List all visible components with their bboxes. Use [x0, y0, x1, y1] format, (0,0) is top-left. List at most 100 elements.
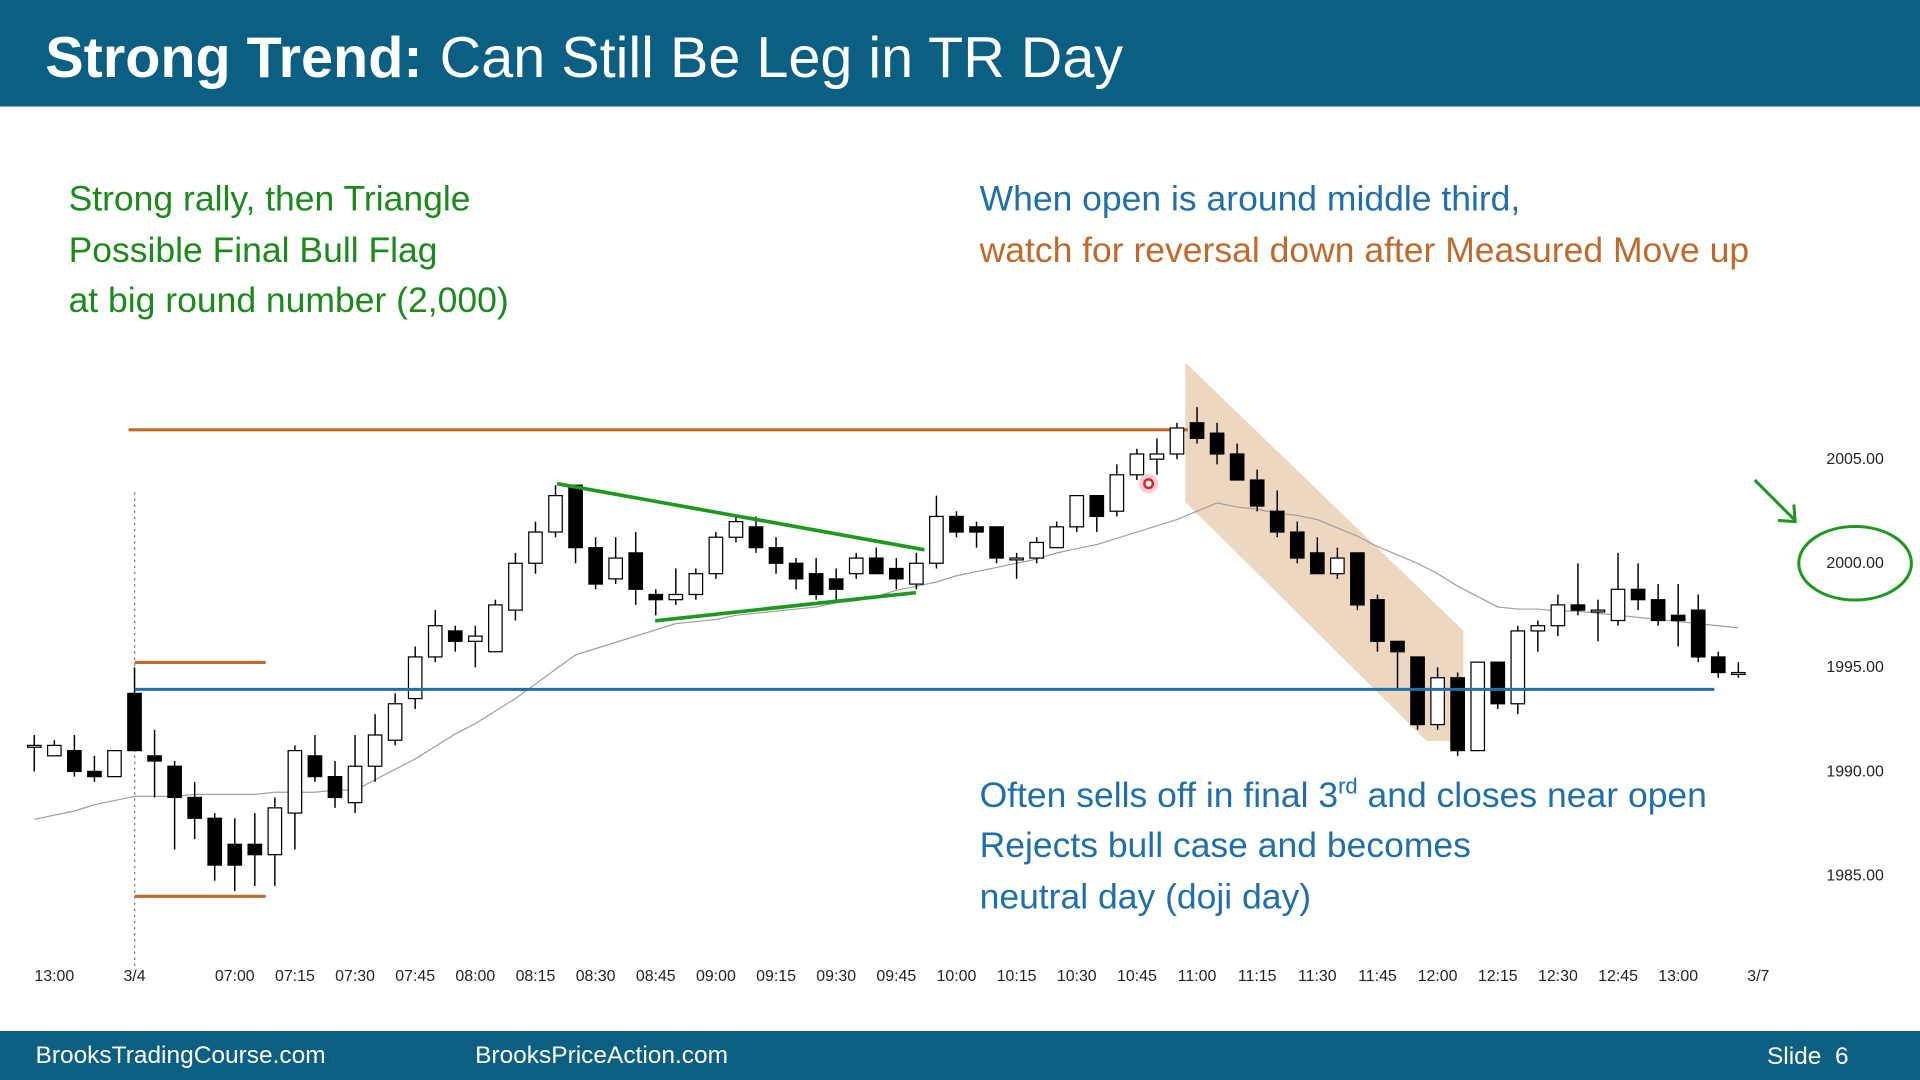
candle-up: [929, 515, 944, 564]
candle-down: [989, 526, 1004, 559]
candle-up: [427, 625, 443, 658]
candle-down: [327, 776, 343, 799]
triangle-bottom: [654, 590, 917, 623]
candle-up: [848, 557, 864, 575]
candle-down: [67, 750, 82, 773]
x-tick-label: 11:30: [1298, 968, 1337, 985]
candle-down: [1710, 656, 1726, 674]
y-tick-label: 1985.00: [1826, 867, 1884, 884]
candle-down: [307, 755, 323, 778]
y-tick-label: 2000.00: [1826, 555, 1884, 572]
x-tick-label: 08:00: [455, 968, 495, 985]
x-tick-label: 08:30: [576, 968, 616, 985]
candle-down: [187, 796, 203, 819]
candle-up: [1730, 671, 1746, 675]
candle-up: [467, 635, 483, 642]
candle-up: [287, 750, 303, 814]
triangle-top: [556, 481, 925, 552]
candle-down: [628, 552, 644, 590]
arrow-head: [1777, 504, 1797, 524]
candle-down: [1249, 479, 1265, 507]
x-tick-label: 10:30: [1057, 968, 1097, 985]
candle-up: [728, 521, 744, 538]
candle-down: [127, 692, 142, 752]
superscript: rd: [1338, 773, 1358, 798]
candle-down: [207, 817, 223, 866]
x-tick-label: 3/7: [1747, 968, 1769, 985]
candle-up: [46, 744, 62, 757]
candle-up: [1610, 588, 1626, 622]
candle-up: [1169, 427, 1185, 455]
candle-up: [608, 557, 624, 580]
candle-up: [668, 593, 684, 601]
annotation-bottom: Often sells off in final 3rd and closes n…: [980, 773, 1707, 814]
candle-down: [87, 770, 102, 778]
footer-center: BrooksPriceAction.com: [475, 1042, 728, 1069]
highlight-circle: [1797, 525, 1913, 602]
annotation-left: Possible Final Bull Flag: [69, 230, 438, 270]
candle-down: [1490, 661, 1506, 705]
candle-up: [1109, 474, 1125, 512]
x-tick-label: 11:00: [1178, 968, 1217, 985]
candle-up: [1029, 541, 1045, 559]
y-tick-label: 1995.00: [1826, 659, 1884, 676]
candle-down: [1450, 677, 1466, 752]
candle-down: [1350, 552, 1365, 606]
annotation-bottom: neutral day (doji day): [980, 877, 1312, 917]
x-tick-label: 12:30: [1538, 968, 1578, 985]
candle-down: [1370, 599, 1385, 642]
x-tick-label: 08:45: [636, 968, 676, 985]
candle-up: [1590, 609, 1606, 613]
arrow-shaft: [1753, 478, 1795, 521]
annotation-part: and closes near open: [1367, 775, 1706, 815]
header-bar: [0, 0, 1920, 107]
candle-up: [688, 573, 704, 596]
candles: [26, 407, 1746, 892]
moving-average: [34, 502, 1739, 820]
candle-up: [1149, 453, 1165, 460]
candle-down: [588, 547, 603, 585]
x-tick-label: 08:15: [516, 968, 556, 985]
y-tick-label: 2005.00: [1826, 451, 1884, 468]
candle-up: [1530, 625, 1546, 632]
candle-up: [488, 604, 503, 653]
x-tick-label: 11:15: [1238, 968, 1277, 985]
candle-down: [1309, 552, 1325, 575]
candle-up: [1470, 661, 1486, 752]
candle-down: [828, 578, 844, 590]
x-tick-label: 07:45: [395, 968, 435, 985]
x-tick-label: 09:45: [876, 968, 916, 985]
x-tick-label: 09:15: [756, 968, 796, 985]
candle-up: [909, 562, 924, 585]
candle-down: [748, 526, 764, 549]
x-tick-label: 09:00: [696, 968, 736, 985]
candle-down: [768, 547, 784, 564]
candle-up: [1550, 604, 1566, 627]
candle-up: [1510, 630, 1526, 705]
cursor-dot: [1143, 478, 1155, 490]
annotation-top: watch for reversal down after Measured M…: [979, 230, 1750, 270]
annotation-part: Often sells off in final 3: [980, 775, 1338, 815]
candle-up: [1430, 677, 1445, 726]
candle-down: [1089, 495, 1105, 518]
candle-down: [969, 526, 984, 533]
candle-down: [1390, 640, 1405, 653]
candle-down: [1209, 432, 1225, 455]
footer-left: BrooksTradingCourse.com: [36, 1042, 326, 1069]
x-tick-label: 13:00: [34, 968, 74, 985]
annotations: Strong rally, then Triangle Possible Fin…: [69, 179, 1750, 917]
overlay: [134, 473, 1913, 691]
candle-up: [267, 807, 283, 856]
candle-down: [1269, 510, 1285, 533]
candle-up: [1069, 495, 1085, 528]
candle-down: [227, 843, 243, 866]
candle-down: [1630, 588, 1646, 601]
candle-down: [949, 515, 964, 533]
candle-up: [1330, 557, 1345, 575]
candle-up: [107, 750, 122, 778]
x-tick-label: 07:30: [335, 968, 375, 985]
x-tick-label: 10:45: [1117, 968, 1157, 985]
x-tick-label: 12:00: [1418, 968, 1458, 985]
